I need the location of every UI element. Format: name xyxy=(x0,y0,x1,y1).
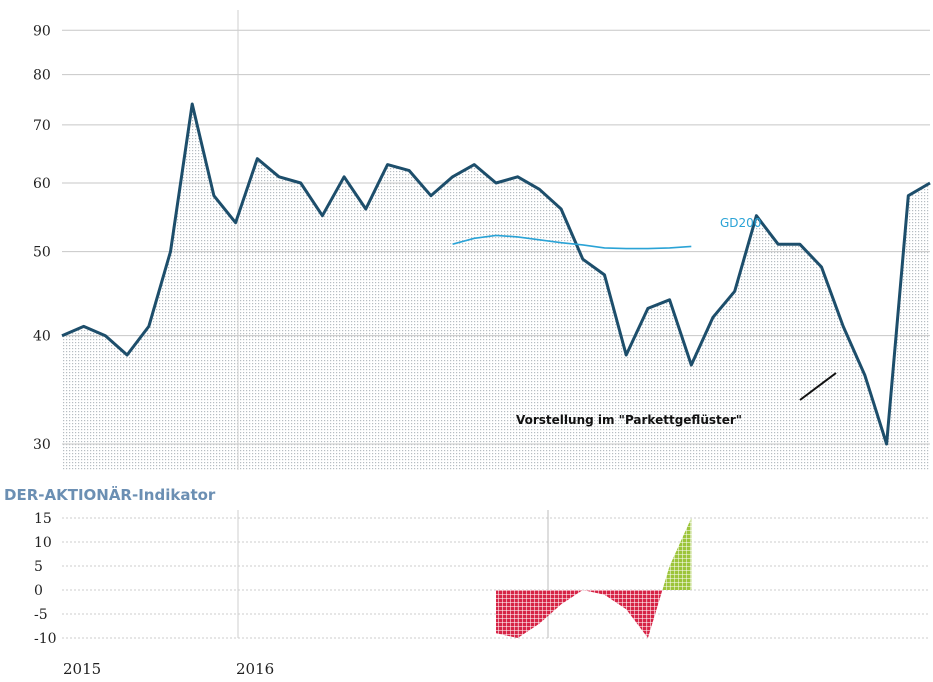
indicator-negative-area xyxy=(582,590,605,595)
indicator-tick-label: 15 xyxy=(34,511,52,527)
indicator-negative-area xyxy=(626,590,648,638)
indicator-tick-label: 0 xyxy=(34,583,43,599)
annotation-label: Vorstellung im "Parkettgeflüster" xyxy=(516,413,742,427)
gd200-label: GD200 xyxy=(720,216,761,230)
y-tick-label: 50 xyxy=(33,245,51,261)
indicator-negative-area xyxy=(496,590,518,638)
indicator-negative-area xyxy=(517,590,540,638)
y-tick-label: 70 xyxy=(33,118,51,134)
y-tick-label: 80 xyxy=(33,68,51,84)
indicator-title: DER-AKTIONÄR-Indikator xyxy=(4,485,216,504)
indicator-negative-area xyxy=(539,590,562,624)
indicator-tick-label: 5 xyxy=(34,559,43,575)
indicator-negative-area xyxy=(647,590,663,638)
y-tick-label: 60 xyxy=(33,176,51,192)
indicator-tick-label: 10 xyxy=(34,535,52,551)
indicator-positive-area xyxy=(662,566,670,590)
price-area xyxy=(62,104,930,470)
indicator-chart: DER-AKTIONÄR-Indikator 15 10 5 0 -5 -10 xyxy=(4,485,930,647)
x-tick-label: 2016 xyxy=(236,660,274,678)
y-tick-label: 30 xyxy=(33,437,51,453)
price-line xyxy=(61,102,931,446)
indicator-tick-label: -10 xyxy=(34,631,57,647)
gd200-line xyxy=(452,234,692,250)
indicator-positive-area xyxy=(669,518,692,590)
x-tick-label: 2015 xyxy=(63,660,101,678)
indicator-negative-area xyxy=(604,590,627,610)
indicator-negative-area xyxy=(561,590,583,605)
y-tick-label: 90 xyxy=(33,23,51,39)
y-tick-label: 40 xyxy=(33,329,51,345)
annotation-pointer xyxy=(799,372,837,401)
indicator-tick-label: -5 xyxy=(34,607,48,623)
